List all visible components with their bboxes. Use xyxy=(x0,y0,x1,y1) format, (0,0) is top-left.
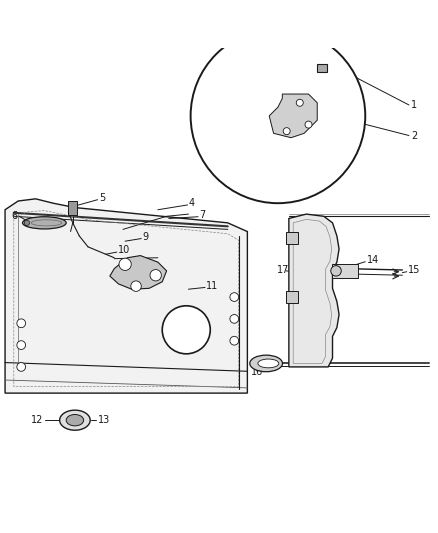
Text: 6: 6 xyxy=(11,211,17,221)
Circle shape xyxy=(24,220,29,225)
FancyBboxPatch shape xyxy=(68,200,77,215)
Ellipse shape xyxy=(258,359,279,368)
Text: 4: 4 xyxy=(188,198,194,208)
Polygon shape xyxy=(110,256,166,289)
Text: 15: 15 xyxy=(408,265,420,275)
Circle shape xyxy=(230,314,239,323)
Text: 10: 10 xyxy=(118,245,130,255)
Circle shape xyxy=(150,270,161,281)
Circle shape xyxy=(191,29,365,203)
Polygon shape xyxy=(289,214,339,367)
Circle shape xyxy=(131,281,141,292)
Text: 12: 12 xyxy=(31,415,43,425)
Text: 5: 5 xyxy=(99,192,105,203)
FancyBboxPatch shape xyxy=(332,264,358,278)
Text: 9: 9 xyxy=(143,232,149,242)
Circle shape xyxy=(162,306,210,354)
Text: 7: 7 xyxy=(199,210,205,220)
Circle shape xyxy=(230,293,239,302)
Circle shape xyxy=(17,362,25,372)
FancyBboxPatch shape xyxy=(286,291,298,303)
FancyBboxPatch shape xyxy=(317,64,327,72)
Circle shape xyxy=(17,319,25,328)
Text: 14: 14 xyxy=(367,255,379,264)
Ellipse shape xyxy=(60,410,90,430)
Circle shape xyxy=(230,336,239,345)
Ellipse shape xyxy=(66,415,84,426)
Text: 11: 11 xyxy=(206,281,218,290)
Text: 13: 13 xyxy=(98,415,110,425)
Circle shape xyxy=(305,121,312,128)
Ellipse shape xyxy=(22,217,66,229)
Text: 17: 17 xyxy=(277,265,290,275)
Ellipse shape xyxy=(250,355,283,372)
Text: 2: 2 xyxy=(411,131,417,141)
Polygon shape xyxy=(269,94,317,138)
Circle shape xyxy=(283,128,290,135)
Circle shape xyxy=(17,341,25,350)
Text: 16: 16 xyxy=(251,367,264,377)
Circle shape xyxy=(331,265,341,276)
Circle shape xyxy=(119,258,131,270)
Polygon shape xyxy=(5,199,247,393)
Circle shape xyxy=(296,99,303,106)
FancyBboxPatch shape xyxy=(286,232,298,244)
Text: 1: 1 xyxy=(411,100,417,110)
